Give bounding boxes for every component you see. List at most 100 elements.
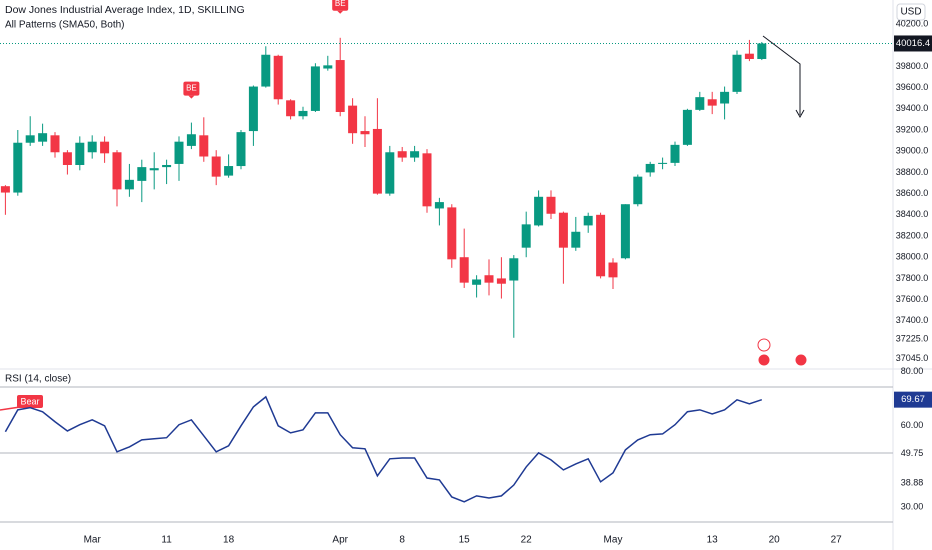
candle-body (273, 55, 283, 100)
y-tick-label: 49.75 (901, 448, 924, 458)
chart-subtitle: All Patterns (SMA50, Both) (5, 20, 125, 31)
candle-body (186, 134, 196, 146)
candle-body (38, 133, 48, 142)
y-tick-label: 37800.0 (896, 273, 929, 283)
x-tick-label: 15 (459, 535, 471, 546)
y-tick-label: 60.00 (901, 420, 924, 430)
candle-body (509, 258, 519, 281)
candle-body (211, 156, 221, 177)
y-tick-label: 38200.0 (896, 230, 929, 240)
currency: USD (900, 7, 921, 18)
x-tick-label: 13 (707, 535, 719, 546)
candle-body (521, 224, 531, 248)
candle-body (707, 99, 717, 106)
candle-body (13, 142, 23, 193)
candle-body (286, 100, 296, 117)
candle-body (447, 207, 457, 260)
candle-body (670, 144, 680, 163)
event-icon[interactable] (757, 338, 771, 352)
candle-body (658, 162, 668, 164)
pattern-pointer (188, 95, 195, 99)
candle-body (199, 135, 209, 157)
candle-body (137, 167, 147, 181)
candle-body (422, 153, 432, 207)
candle-body (62, 152, 72, 165)
candle-body (261, 54, 271, 87)
candle-body (50, 135, 60, 153)
last-value-box (894, 391, 932, 408)
candle-body (695, 97, 705, 110)
arrow-head (795, 109, 805, 119)
y-tick-label: 80.00 (901, 366, 924, 376)
candle-body (348, 105, 358, 134)
bear-box (17, 395, 43, 408)
y-tick-label: 39000.0 (896, 146, 929, 156)
candle-body (100, 141, 110, 154)
pattern-label: BE (186, 84, 197, 93)
x-tick-label: 27 (831, 535, 843, 546)
candle-body (323, 65, 333, 69)
candle-body (236, 132, 246, 167)
last-price-box (894, 35, 932, 52)
flag-icon[interactable] (757, 353, 771, 367)
candle-body (298, 110, 308, 117)
currency-box[interactable] (896, 3, 926, 21)
x-tick-label: Mar (84, 535, 102, 546)
candle-body (174, 141, 184, 164)
y-tick-label: 38800.0 (896, 167, 929, 177)
projection-arrow (762, 35, 801, 115)
bear-label: Bear (20, 396, 39, 406)
y-tick-label: 30.00 (901, 501, 924, 511)
candle-body (124, 179, 134, 190)
y-tick-label: 38.88 (901, 477, 924, 487)
pattern-label: BE (335, 0, 346, 8)
candle-body (0, 186, 10, 193)
candle-body (720, 91, 730, 104)
rsi-line (4, 395, 763, 503)
candle-body (87, 141, 97, 153)
x-tick-label: May (604, 535, 623, 546)
candle-body (162, 164, 172, 168)
candle-body (472, 279, 482, 285)
y-tick-label: 39400.0 (896, 103, 929, 113)
chart-title: Dow Jones Industrial Average Index, 1D, … (5, 4, 245, 16)
candle-body (608, 262, 618, 278)
y-tick-label: 39200.0 (896, 124, 929, 134)
y-tick-label: 37400.0 (896, 315, 929, 325)
y-tick-label: 38600.0 (896, 188, 929, 198)
flag-icon[interactable] (794, 353, 808, 367)
last-value-label: 69.67 (901, 394, 925, 405)
candle-body (372, 128, 382, 194)
rsi-title: RSI (14, close) (5, 374, 71, 385)
x-tick-label: 22 (521, 535, 533, 546)
x-tick-label: 8 (399, 535, 405, 546)
candle-body (410, 151, 420, 158)
pattern-pointer (337, 10, 344, 14)
candle-body (583, 215, 593, 226)
candle-body (385, 152, 395, 194)
candle-body (149, 168, 159, 171)
y-tick-label: 37045.0 (896, 353, 929, 363)
x-tick-label: Apr (332, 535, 348, 546)
candle-body (25, 135, 35, 143)
y-tick-label: 38400.0 (896, 209, 929, 219)
candle-body (596, 214, 606, 277)
candle-body (248, 86, 258, 132)
candle-body (558, 212, 568, 248)
pattern-box (183, 81, 200, 96)
candle-body (484, 275, 494, 283)
pattern-box (332, 0, 349, 11)
candle-body (534, 196, 544, 226)
candle-body (571, 231, 581, 248)
y-tick-label: 37225.0 (896, 334, 929, 344)
x-tick-label: 11 (161, 535, 172, 546)
y-tick-label: 40200.0 (896, 18, 929, 28)
candle-body (360, 131, 370, 135)
y-tick-label: 37600.0 (896, 294, 929, 304)
candle-body (397, 151, 407, 158)
x-tick-label: 20 (769, 535, 781, 546)
candle-body (633, 176, 643, 205)
candle-body (546, 196, 556, 214)
candle-body (112, 152, 122, 190)
